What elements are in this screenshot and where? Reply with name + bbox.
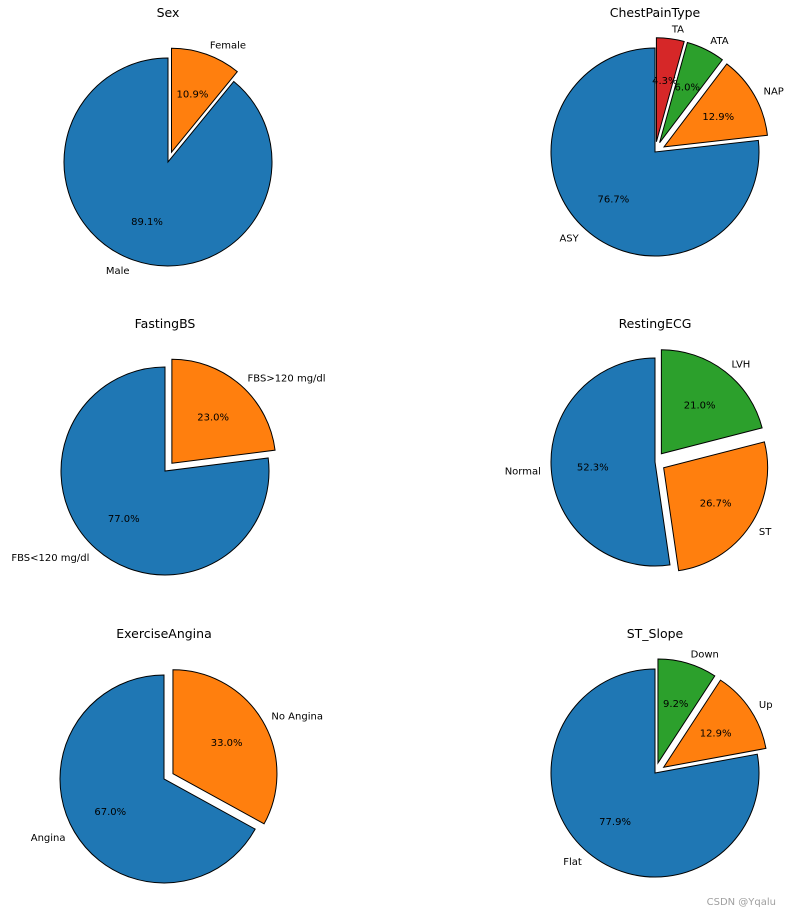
- pie-slice-normal: [550, 357, 671, 567]
- slice-pct-asy: 76.7%: [598, 195, 630, 206]
- pie-chart-st-slope: ST_Slope Flat 77.9% Up 12.9% Down 9.2%: [550, 626, 773, 878]
- pie-slice-down: [657, 658, 716, 765]
- slice-label-fbs-120-mg-dl: FBS>120 mg/dl: [248, 373, 326, 384]
- slice-label-angina: Angina: [31, 833, 66, 844]
- pie-slice-st: [663, 441, 769, 572]
- pie-chart-restingecg: RestingECG Normal 52.3% ST 26.7% LVH 21.0%: [505, 316, 772, 572]
- slice-pct-flat: 77.9%: [599, 817, 631, 828]
- pie-slice-ata: [659, 41, 724, 143]
- slice-pct-fbs-120-mg-dl: 23.0%: [197, 412, 229, 423]
- slice-pct-angina: 67.0%: [94, 807, 126, 818]
- watermark-text: CSDN @Yqalu: [706, 897, 776, 908]
- chart-title: RestingECG: [619, 316, 692, 331]
- slice-label-male: Male: [106, 266, 130, 277]
- chart-title: ExerciseAngina: [116, 626, 211, 641]
- slice-label-fbs-120-mg-dl: FBS<120 mg/dl: [11, 553, 89, 564]
- slice-label-up: Up: [759, 700, 773, 711]
- pie-slice-lvh: [660, 349, 763, 455]
- chart-title: ST_Slope: [627, 626, 684, 641]
- pie-slice-ta: [655, 37, 685, 142]
- slice-pct-down: 9.2%: [663, 699, 688, 710]
- slice-pct-no-angina: 33.0%: [211, 738, 243, 749]
- slice-label-ta: TA: [671, 24, 684, 35]
- pie-slice-up: [662, 679, 767, 768]
- slice-pct-nap: 12.9%: [702, 112, 734, 123]
- slice-label-ata: ATA: [710, 36, 728, 47]
- slice-pct-female: 10.9%: [177, 89, 209, 100]
- slice-label-female: Female: [210, 40, 246, 51]
- pie-slice-angina: [59, 674, 256, 884]
- slice-pct-ta: 4.3%: [652, 76, 677, 87]
- slice-label-st: ST: [759, 527, 772, 538]
- pie-chart-chestpaintype: ChestPainType ASY 76.7% NAP 12.9% ATA 6.0% TA 4.…: [550, 5, 784, 257]
- chart-title: FastingBS: [135, 316, 196, 331]
- slice-pct-ata: 6.0%: [675, 83, 700, 94]
- pie-slice-male: [63, 57, 273, 267]
- pie-slice-fbs-120-mg-dl: [171, 358, 276, 464]
- pie-slice-female: [170, 47, 238, 154]
- pie-slice-fbs-120-mg-dl: [60, 366, 270, 576]
- chart-title: ChestPainType: [610, 5, 701, 20]
- slice-pct-up: 12.9%: [700, 729, 732, 740]
- slice-label-down: Down: [691, 649, 719, 660]
- chart-title: Sex: [157, 5, 180, 20]
- slice-label-flat: Flat: [563, 857, 582, 868]
- slice-label-no-angina: No Angina: [271, 711, 323, 722]
- pie-chart-fastingbs: FastingBS FBS<120 mg/dl 77.0% FBS>120 mg/dl…: [11, 316, 326, 576]
- slice-label-lvh: LVH: [731, 359, 750, 370]
- slice-pct-male: 89.1%: [131, 217, 163, 228]
- slice-pct-fbs-120-mg-dl: 77.0%: [108, 514, 140, 525]
- pie-slice-asy: [550, 47, 760, 257]
- slice-label-normal: Normal: [505, 466, 541, 477]
- slice-label-asy: ASY: [559, 233, 579, 244]
- slice-label-nap: NAP: [763, 86, 783, 97]
- slice-pct-st: 26.7%: [700, 498, 732, 509]
- pie-chart-sex: Sex Male 89.1% Female 10.9%: [63, 5, 273, 277]
- pie-slice-nap: [662, 63, 768, 148]
- pie-slice-flat: [550, 668, 760, 878]
- slice-pct-normal: 52.3%: [577, 463, 609, 474]
- pie-chart-exerciseangina: ExerciseAngina Angina 67.0% No Angina 33.0%: [31, 626, 323, 884]
- slice-pct-lvh: 21.0%: [684, 400, 716, 411]
- pie-slice-no-angina: [172, 669, 278, 825]
